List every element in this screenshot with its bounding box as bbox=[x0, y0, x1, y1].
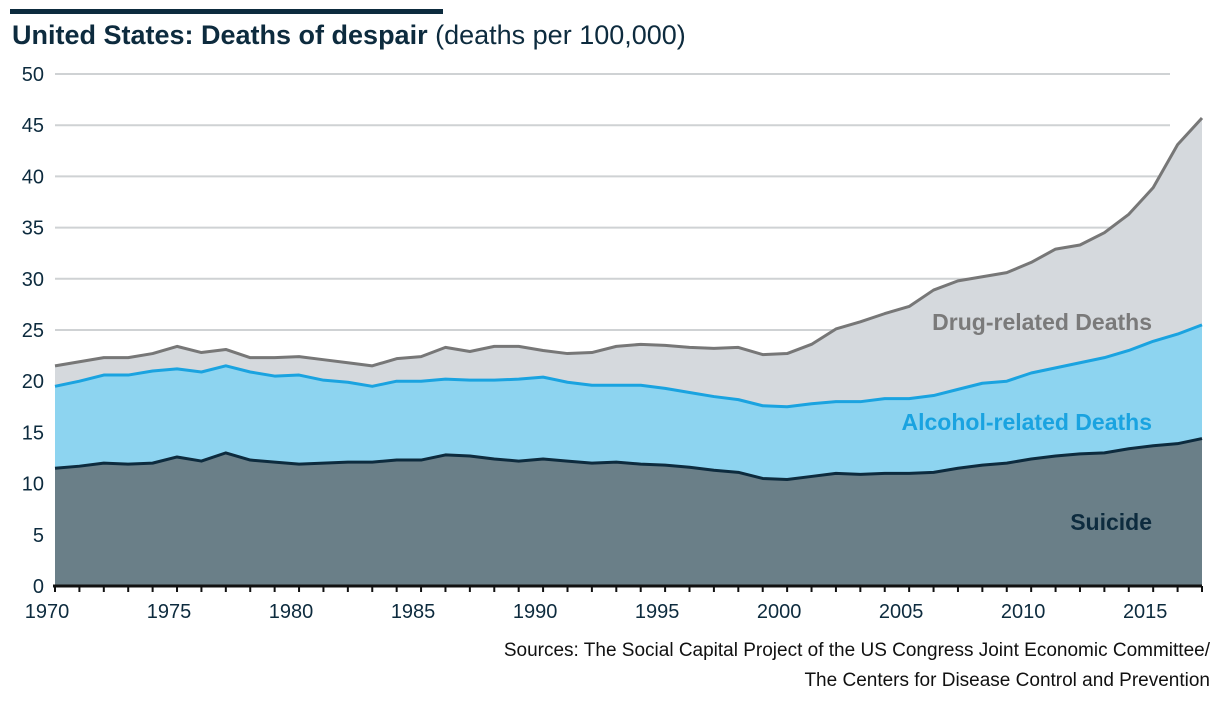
chart-title: United States: Deaths of despair (deaths… bbox=[12, 20, 686, 51]
series-label: Alcohol-related Deaths bbox=[902, 409, 1153, 435]
y-tick-label: 25 bbox=[22, 320, 44, 342]
x-tick-label: 1985 bbox=[391, 601, 436, 623]
area-suicide bbox=[55, 438, 1202, 586]
chart-subtitle: (deaths per 100,000) bbox=[435, 20, 686, 50]
x-tick-label: 1995 bbox=[635, 601, 680, 623]
y-tick-label: 35 bbox=[22, 218, 44, 240]
title-accent-bar bbox=[10, 9, 443, 14]
x-tick-label: 1990 bbox=[513, 601, 558, 623]
y-tick-label: 0 bbox=[33, 576, 44, 598]
y-tick-label: 5 bbox=[33, 525, 44, 547]
y-tick-label: 15 bbox=[22, 422, 44, 444]
y-tick-label: 50 bbox=[22, 64, 44, 86]
x-tick-label: 2010 bbox=[1001, 601, 1046, 623]
x-tick-label: 2005 bbox=[879, 601, 924, 623]
y-tick-label: 30 bbox=[22, 269, 44, 291]
y-tick-label: 45 bbox=[22, 115, 44, 137]
chart-title-main: United States: Deaths of despair bbox=[12, 20, 428, 50]
y-tick-label: 10 bbox=[22, 474, 44, 496]
series-line-alcohol-related-deaths bbox=[54, 323, 1203, 409]
series-label: Drug-related Deaths bbox=[932, 309, 1152, 335]
y-tick-label: 40 bbox=[22, 166, 44, 188]
x-tick-label: 2000 bbox=[757, 601, 802, 623]
series-label: Suicide bbox=[1070, 509, 1152, 535]
area-alcohol-related-deaths bbox=[55, 324, 1202, 480]
x-tick-label: 2015 bbox=[1123, 601, 1168, 623]
source-line-2: The Centers for Disease Control and Prev… bbox=[804, 670, 1210, 691]
x-tick-label: 1970 bbox=[25, 601, 70, 623]
series-line-suicide bbox=[54, 437, 1203, 482]
series-line-drug-related-deaths bbox=[54, 117, 1204, 368]
x-tick-label: 1975 bbox=[147, 601, 192, 623]
source-line-1: Sources: The Social Capital Project of t… bbox=[503, 640, 1210, 661]
y-tick-label: 20 bbox=[22, 371, 44, 393]
x-tick-label: 1980 bbox=[269, 601, 314, 623]
area-drug-related-deaths bbox=[55, 118, 1202, 407]
